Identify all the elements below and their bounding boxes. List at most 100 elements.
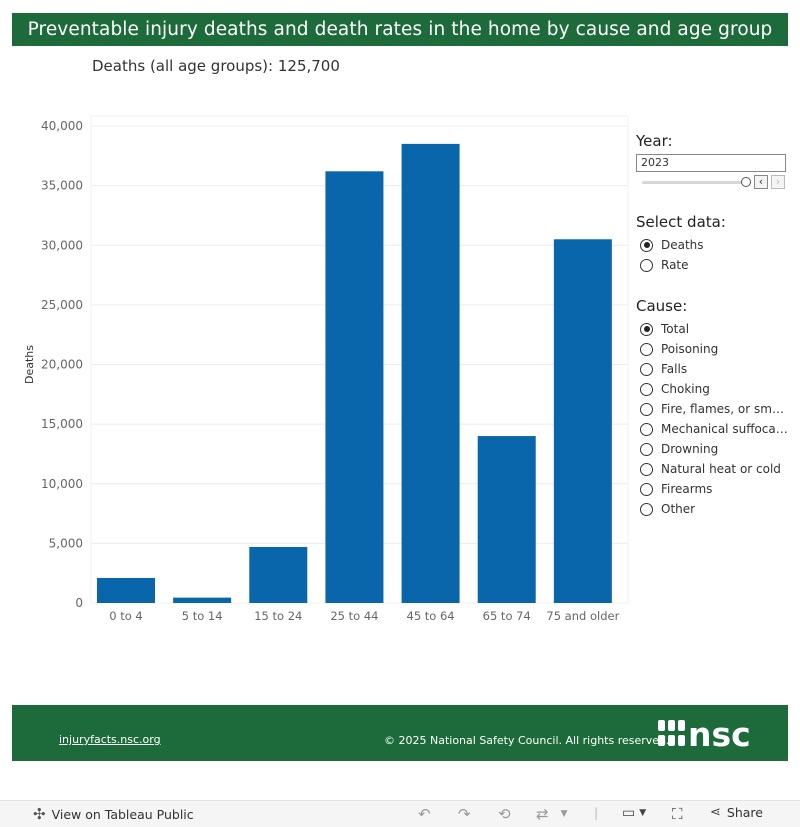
revert-button[interactable]: ⟲	[498, 805, 511, 823]
data-option[interactable]: Deaths	[636, 235, 796, 255]
x-tick-label: 5 to 14	[182, 609, 223, 623]
nsc-logo-text: nsc	[688, 717, 751, 749]
bar	[97, 577, 155, 603]
data-option-label: Deaths	[661, 238, 704, 252]
copyright-text: © 2025 National Safety Council. All righ…	[384, 734, 670, 747]
comment-icon: ▭	[622, 805, 636, 821]
cause-option[interactable]: Poisoning	[636, 339, 796, 359]
x-tick-label: 45 to 64	[407, 609, 455, 623]
cause-option[interactable]: Choking	[636, 379, 796, 399]
y-tick-label: 35,000	[41, 179, 83, 193]
cause-option-label: Total	[661, 322, 690, 336]
cause-option-label: Poisoning	[661, 342, 719, 356]
cause-option-label: Drowning	[661, 442, 719, 456]
y-tick-label: 30,000	[41, 238, 83, 252]
y-tick-label: 5,000	[49, 536, 83, 550]
undo-button[interactable]: ↶	[418, 805, 431, 823]
cause-radio-button[interactable]	[640, 482, 653, 496]
cause-radio-group: Total Poisoning Falls Choking Fire, flames, …	[636, 319, 796, 519]
cause-radio-button[interactable]	[640, 362, 653, 376]
cause-option[interactable]: Other	[636, 499, 796, 519]
fullscreen-icon: ⛶	[672, 805, 683, 823]
bar	[553, 239, 612, 603]
cause-radio-button[interactable]	[640, 422, 653, 436]
year-slider-thumb[interactable]	[741, 177, 751, 187]
data-radio-button[interactable]	[640, 258, 653, 272]
x-tick-label: 0 to 4	[109, 609, 143, 623]
cause-option-label: Mechanical suffocati...	[661, 422, 789, 436]
data-option-label: Rate	[661, 258, 689, 272]
footer-banner: injuryfacts.nsc.org © 2025 National Safe…	[12, 705, 788, 761]
cause-option[interactable]: Fire, flames, or smoke	[636, 399, 796, 419]
revert-icon: ⟲	[498, 805, 511, 823]
cause-radio-button[interactable]	[640, 342, 653, 356]
cause-radio-button[interactable]	[640, 502, 653, 516]
fullscreen-button[interactable]: ⛶	[672, 805, 683, 823]
page-title: Preventable injury deaths and death rate…	[12, 13, 788, 46]
cause-radio-button[interactable]	[640, 462, 653, 476]
cause-option[interactable]: Falls	[636, 359, 796, 379]
injuryfacts-link[interactable]: injuryfacts.nsc.org	[59, 733, 161, 746]
tableau-icon: ✣	[33, 805, 46, 823]
cause-option[interactable]: Firearms	[636, 479, 796, 499]
tableau-toolbar: ✣ View on Tableau Public ↶ ↷ ⟲ ⇄ ▼ | ▭ ▼ ⛶…	[0, 800, 800, 827]
y-tick-label: 40,000	[41, 119, 83, 133]
cause-option-label: Other	[661, 502, 696, 516]
year-slider[interactable]: ‹ ›	[636, 173, 796, 191]
view-on-tableau-button[interactable]: ✣ View on Tableau Public	[33, 805, 194, 823]
cause-option[interactable]: Total	[636, 319, 796, 339]
x-tick-label: 65 to 74	[483, 609, 531, 623]
chevron-down-icon: ▼	[560, 809, 568, 819]
y-tick-label: 20,000	[41, 358, 83, 372]
year-input[interactable]: 2023	[636, 154, 786, 172]
cause-option-label: Natural heat or cold	[661, 462, 781, 476]
cause-radio-button[interactable]	[640, 322, 653, 336]
bar	[325, 171, 384, 603]
chevron-down-icon: ▼	[639, 808, 647, 818]
data-radio-button[interactable]	[640, 238, 653, 252]
x-tick-label: 25 to 44	[330, 609, 378, 623]
bar	[401, 143, 460, 603]
y-tick-label: 25,000	[41, 298, 83, 312]
cause-option-label: Fire, flames, or smoke	[661, 402, 789, 416]
share-label: Share	[726, 805, 763, 820]
y-tick-label: 10,000	[41, 477, 83, 491]
cause-option[interactable]: Mechanical suffocati...	[636, 419, 796, 439]
cause-option-label: Falls	[661, 362, 688, 376]
bar	[477, 436, 536, 603]
cause-option[interactable]: Natural heat or cold	[636, 459, 796, 479]
toolbar-divider: |	[594, 805, 599, 820]
refresh-icon: ⇄	[536, 805, 549, 823]
cause-option-label: Choking	[661, 382, 710, 396]
refresh-button[interactable]: ⇄ ▼	[536, 805, 568, 823]
total-deaths-subtitle: Deaths (all age groups): 125,700	[92, 57, 340, 75]
y-axis-title: Deaths	[23, 345, 36, 384]
nsc-logo[interactable]: nsc	[658, 717, 770, 749]
y-tick-label: 0	[75, 596, 83, 610]
bar	[249, 546, 308, 603]
share-button[interactable]: ⋖ Share	[710, 805, 763, 820]
bar	[173, 597, 232, 603]
redo-icon: ↷	[458, 805, 471, 823]
year-slider-track[interactable]	[642, 181, 746, 184]
data-option[interactable]: Rate	[636, 255, 796, 275]
comment-button[interactable]: ▭ ▼	[622, 805, 646, 821]
redo-button[interactable]: ↷	[458, 805, 471, 823]
year-filter-label: Year:	[636, 132, 673, 150]
y-tick-label: 15,000	[41, 417, 83, 431]
cause-radio-button[interactable]	[640, 402, 653, 416]
bar-chart: 0 5,000 10,000 15,000 20,000 25,000 30,000 35,0…	[23, 115, 629, 623]
x-tick-label: 15 to 24	[254, 609, 302, 623]
filter-panel: Year: 2023 ‹ › Select data: Deaths Rate C…	[636, 132, 796, 519]
previous-year-button[interactable]: ‹	[754, 175, 768, 189]
cause-option-label: Firearms	[661, 482, 713, 496]
cause-radio-button[interactable]	[640, 382, 653, 396]
share-icon: ⋖	[710, 805, 721, 820]
data-radio-group: Deaths Rate	[636, 235, 796, 275]
cause-option[interactable]: Drowning	[636, 439, 796, 459]
undo-icon: ↶	[418, 805, 431, 823]
next-year-button[interactable]: ›	[771, 175, 785, 189]
cause-filter-label: Cause:	[636, 297, 688, 315]
select-data-label: Select data:	[636, 213, 726, 231]
cause-radio-button[interactable]	[640, 442, 653, 456]
